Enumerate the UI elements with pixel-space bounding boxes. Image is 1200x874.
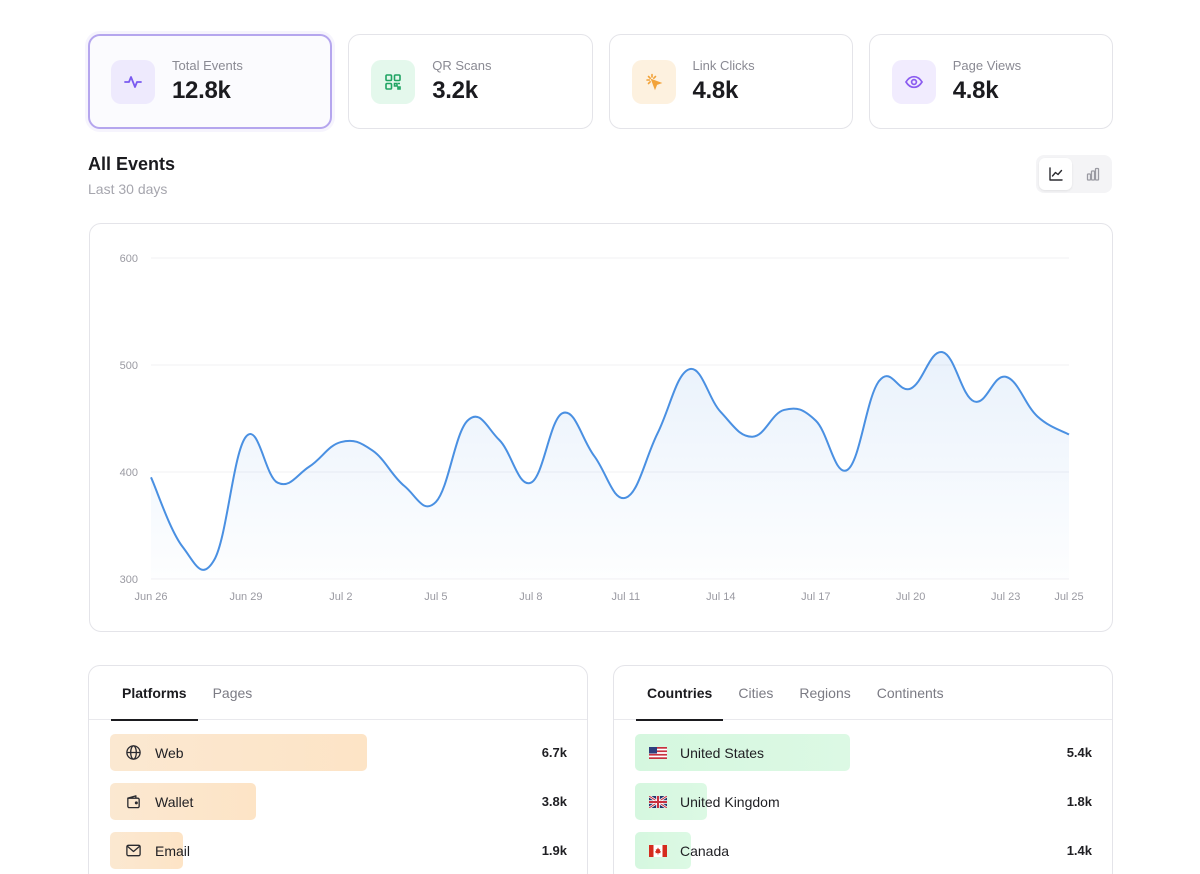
chart-line [150, 351, 1070, 571]
stat-value: 4.8k [952, 77, 999, 104]
globe-icon [123, 743, 143, 763]
x-tick-label: Jun 26 [134, 591, 167, 603]
chart-area [151, 352, 1069, 579]
x-tick-label: Jul 25 [1054, 591, 1083, 603]
x-tick-label: Jul 14 [706, 591, 735, 603]
stat-card-qr-scans[interactable]: QR Scans 3.2k [348, 34, 593, 129]
stat-label: Total Events [172, 58, 243, 73]
stat-label: QR Scans [432, 58, 492, 73]
list-item[interactable]: Email 1.9k [110, 832, 567, 869]
y-tick-label: 600 [120, 253, 138, 265]
stat-card-page-views[interactable]: Page Views 4.8k [868, 34, 1113, 129]
row-value: 1.4k [1066, 843, 1092, 858]
x-tick-label: Jul 17 [801, 591, 830, 603]
locations-tabs: Countries Cities Regions Continents [614, 666, 1112, 721]
x-tick-label: Jun 29 [229, 591, 262, 603]
stat-label: Page Views [952, 58, 1022, 73]
events-chart: 300 400 500 600 Jun 26 Jun 29 Jul 2 Jul 5 Jul 8 J… [89, 223, 1113, 632]
list-item[interactable]: Wallet 3.8k [110, 783, 567, 820]
line-chart-button[interactable] [1039, 158, 1072, 190]
events-line-chart: 300 400 500 600 Jun 26 Jun 29 Jul 2 Jul 5 Jul 8 J… [120, 253, 1084, 603]
row-label: Canada [680, 842, 730, 859]
platforms-panel: Platforms Pages Web 6.7k Wallet 3.8k [88, 665, 588, 874]
row-label: United States [680, 744, 765, 761]
cursor-click-icon [631, 59, 676, 104]
tab-platforms[interactable]: Platforms [111, 666, 198, 721]
x-tick-label: Jul 2 [329, 591, 352, 603]
value-bar [110, 734, 367, 771]
row-value: 1.8k [1066, 794, 1092, 809]
activity-pulse-icon [111, 59, 155, 104]
row-label: United Kingdom [680, 793, 780, 810]
bar-chart-icon [1086, 167, 1099, 181]
list-item[interactable]: Canada 1.4k [635, 832, 1092, 869]
canada-flag-icon [648, 841, 668, 861]
stat-value: 4.8k [692, 77, 739, 104]
eye-icon [891, 59, 936, 104]
stat-value: 3.2k [432, 77, 478, 104]
row-value: 6.7k [541, 745, 567, 760]
x-tick-label: Jul 20 [896, 591, 925, 603]
value-bar [635, 783, 707, 820]
stats-row: Total Events 12.8k QR Scans 3.2k Link Cl… [88, 34, 1113, 129]
row-label: Wallet [155, 793, 194, 810]
us-flag-icon [648, 743, 668, 763]
qr-code-icon [371, 59, 416, 104]
x-tick-label: Jul 23 [991, 591, 1020, 603]
row-value: 3.8k [541, 794, 567, 809]
list-item[interactable]: Web 6.7k [110, 734, 567, 771]
y-tick-label: 500 [120, 360, 138, 372]
chart-type-toggle [1036, 155, 1112, 193]
list-item[interactable]: United Kingdom 1.8k [635, 783, 1092, 820]
y-tick-label: 300 [120, 574, 138, 586]
wallet-icon [123, 792, 143, 812]
mail-icon [123, 841, 143, 861]
uk-flag-icon [648, 792, 668, 812]
value-bar [110, 783, 256, 820]
section-subtitle: Last 30 days [88, 181, 168, 197]
stat-label: Link Clicks [692, 58, 755, 73]
x-tick-label: Jul 5 [424, 591, 447, 603]
x-tick-label: Jul 11 [612, 591, 641, 603]
tab-cities[interactable]: Cities [738, 685, 774, 701]
stat-card-link-clicks[interactable]: Link Clicks 4.8k [608, 34, 853, 129]
tab-continents[interactable]: Continents [876, 685, 944, 701]
value-bar [635, 734, 850, 771]
line-chart-icon [1048, 167, 1063, 181]
row-label: Email [155, 842, 191, 859]
list-item[interactable]: United States 5.4k [635, 734, 1092, 771]
platforms-tabs: Platforms Pages [89, 666, 587, 721]
locations-panel: Countries Cities Regions Continents Unit… [613, 665, 1113, 874]
x-tick-label: Jul 8 [519, 591, 542, 603]
row-value: 5.4k [1066, 745, 1092, 760]
value-bar [110, 832, 183, 869]
tab-pages[interactable]: Pages [212, 685, 253, 701]
y-tick-label: 400 [120, 467, 138, 479]
bar-chart-button[interactable] [1076, 158, 1109, 190]
row-label: Web [155, 744, 184, 761]
tab-regions[interactable]: Regions [799, 685, 851, 701]
section-title: All Events [88, 154, 176, 174]
stat-value: 12.8k [172, 77, 231, 104]
stat-card-total-events[interactable]: Total Events 12.8k [88, 34, 333, 129]
tab-countries[interactable]: Countries [636, 666, 724, 721]
row-value: 1.9k [541, 843, 567, 858]
